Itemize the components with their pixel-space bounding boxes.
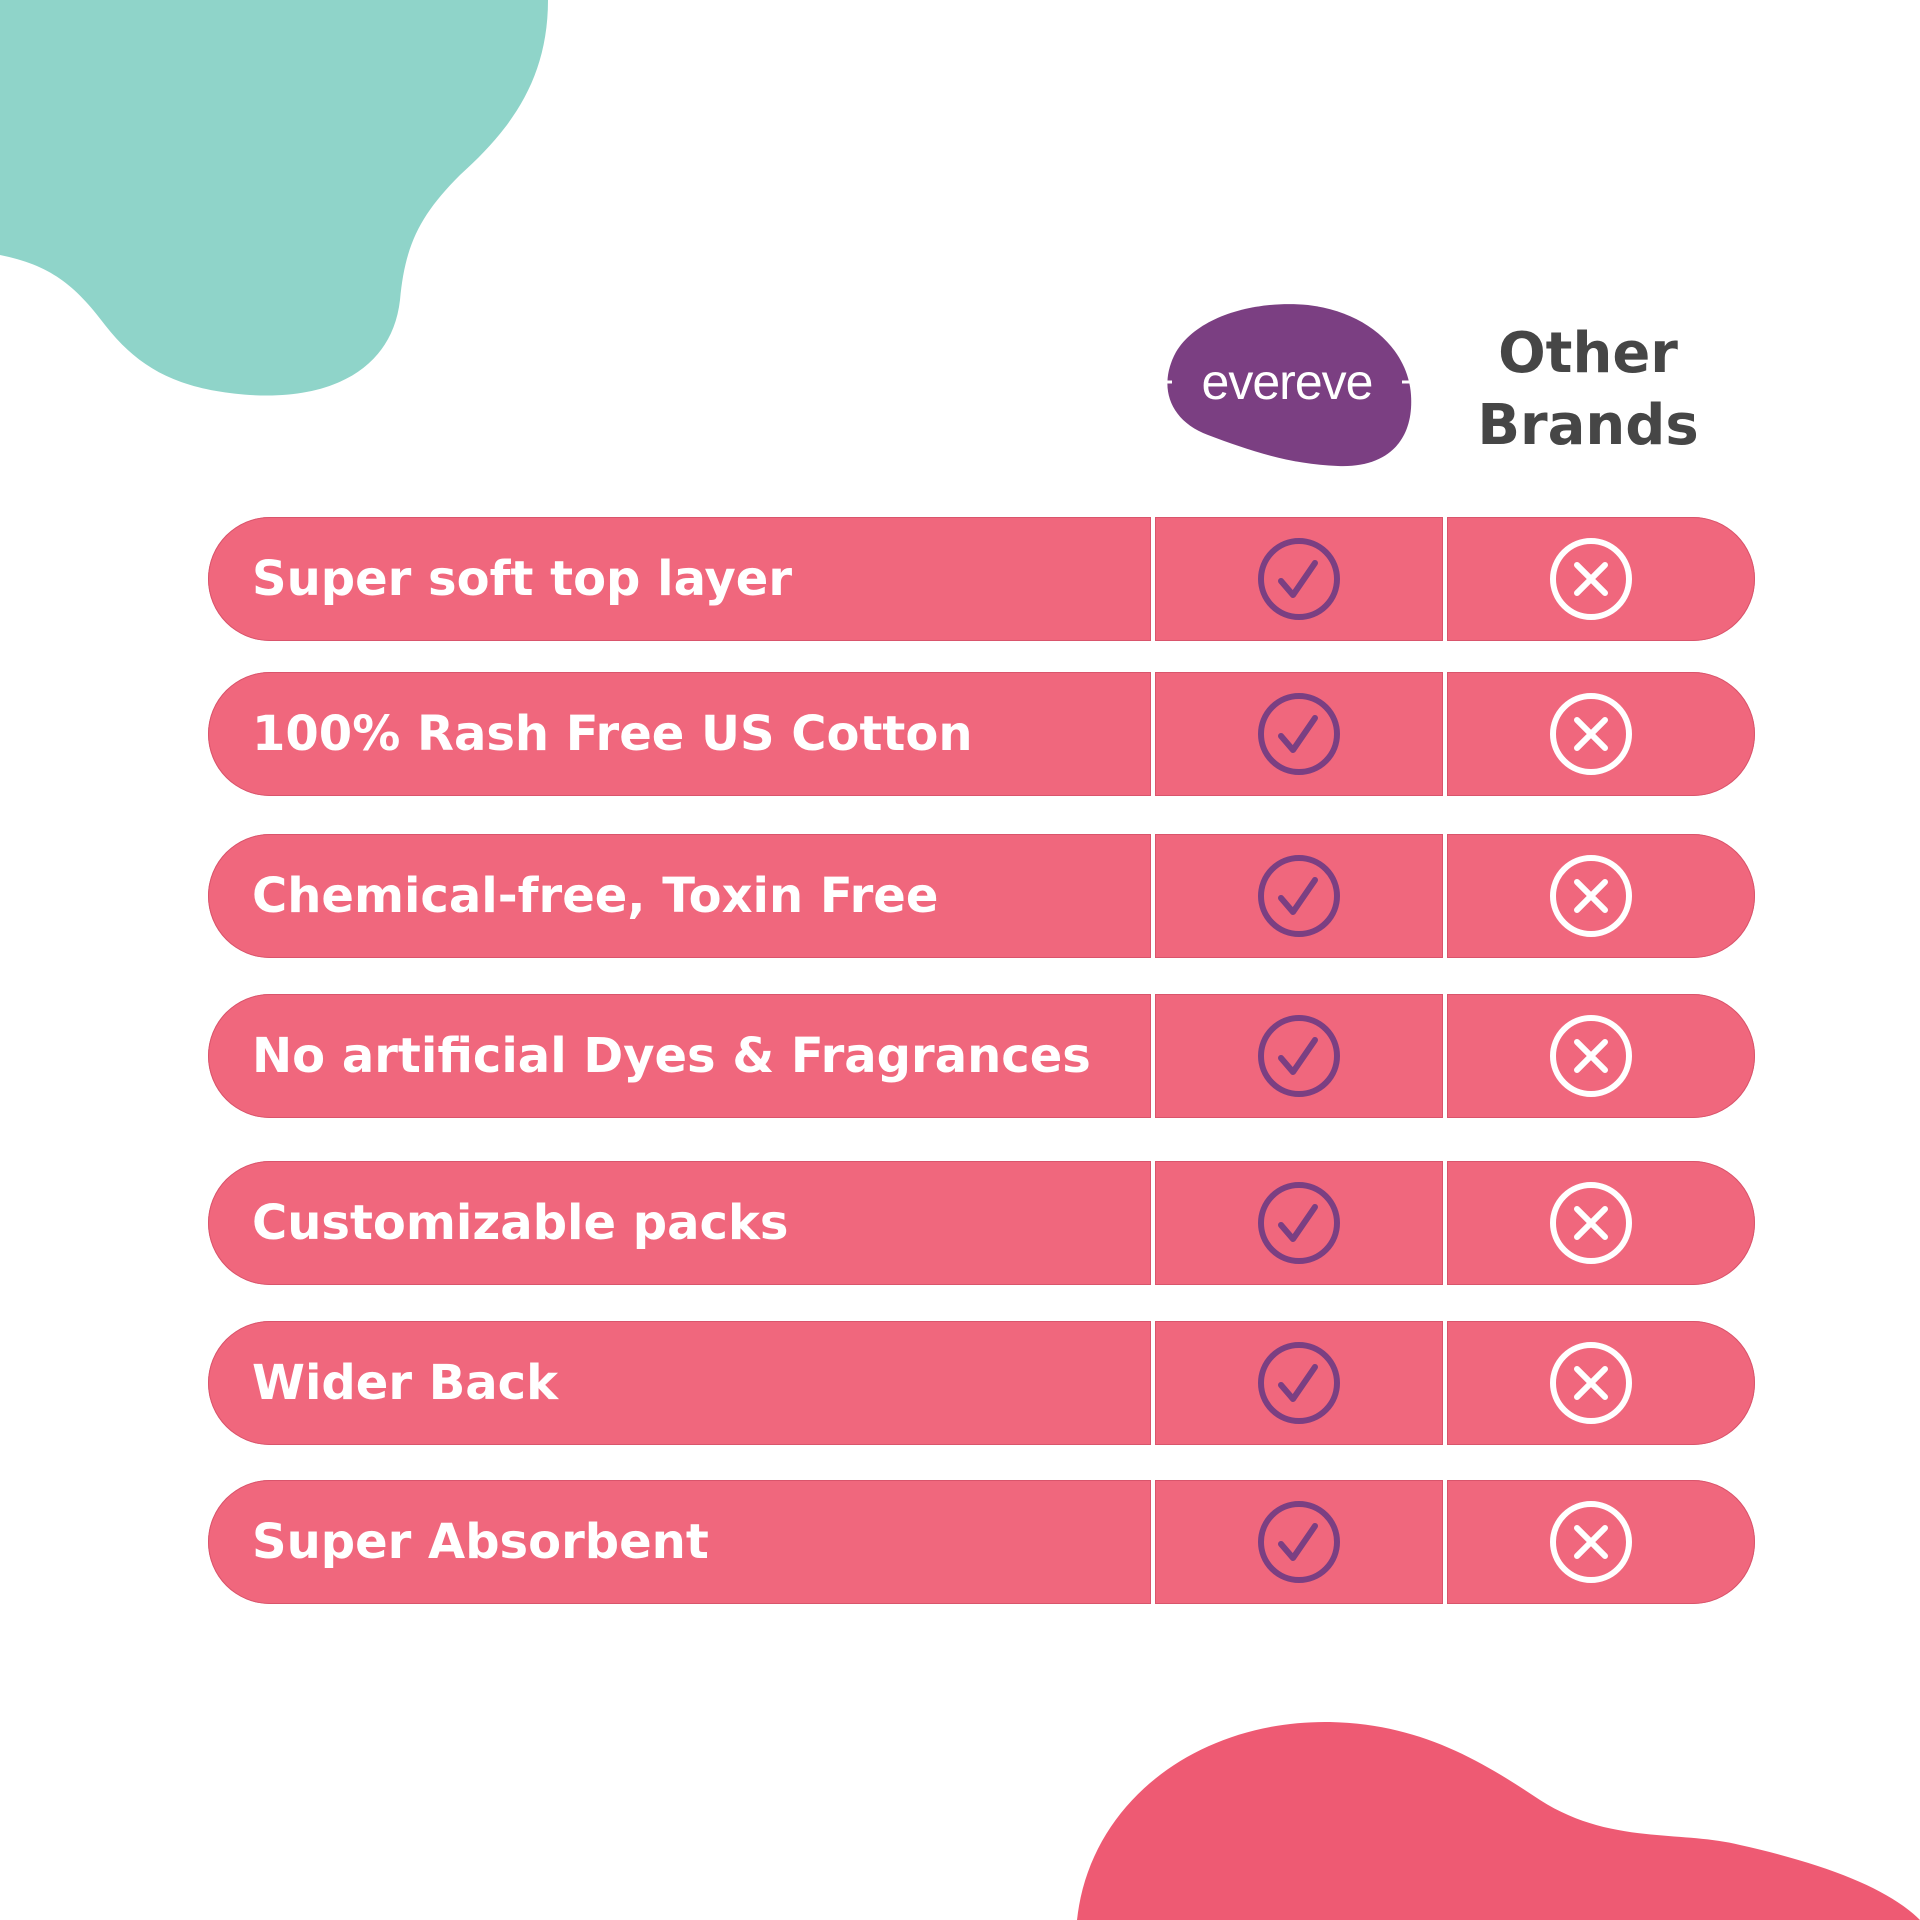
cross-icon	[1549, 1341, 1633, 1425]
feature-cell: No artificial Dyes & Fragrances	[208, 994, 1151, 1118]
feature-cell: Super Absorbent	[208, 1480, 1151, 1604]
feature-cell: Chemical-free, Toxin Free	[208, 834, 1151, 958]
other-brands-cell	[1447, 1161, 1755, 1285]
other-brands-line2: Brands	[1477, 393, 1699, 458]
cross-icon	[1549, 1181, 1633, 1265]
cross-icon	[1549, 854, 1633, 938]
comparison-row: Wider Back	[208, 1321, 1755, 1445]
check-icon	[1257, 1341, 1341, 1425]
other-brands-cell	[1447, 672, 1755, 796]
comparison-row: Super Absorbent	[208, 1480, 1755, 1604]
feature-label: Chemical-free, Toxin Free	[252, 868, 939, 924]
feature-label: Wider Back	[252, 1355, 559, 1411]
check-icon	[1257, 692, 1341, 776]
feature-cell: Super soft top layer	[208, 517, 1151, 641]
evereve-cell	[1155, 834, 1443, 958]
feature-cell: Wider Back	[208, 1321, 1151, 1445]
feature-label: No artificial Dyes & Fragrances	[252, 1028, 1091, 1084]
comparison-row: Super soft top layer	[208, 517, 1755, 641]
feature-label: Customizable packs	[252, 1195, 789, 1251]
evereve-cell	[1155, 1480, 1443, 1604]
evereve-cell	[1155, 672, 1443, 796]
check-icon	[1257, 1500, 1341, 1584]
other-brands-cell	[1447, 834, 1755, 958]
cross-icon	[1549, 537, 1633, 621]
cross-icon	[1549, 1014, 1633, 1098]
check-icon	[1257, 854, 1341, 938]
check-icon	[1257, 1014, 1341, 1098]
cross-icon	[1549, 1500, 1633, 1584]
other-brands-heading: Other Brands	[1440, 318, 1736, 462]
feature-label: 100% Rash Free US Cotton	[252, 706, 973, 762]
other-brands-cell	[1447, 1321, 1755, 1445]
cross-icon	[1549, 692, 1633, 776]
comparison-row: Chemical-free, Toxin Free	[208, 834, 1755, 958]
other-brands-cell	[1447, 517, 1755, 641]
evereve-cell	[1155, 1321, 1443, 1445]
evereve-cell	[1155, 994, 1443, 1118]
comparison-row: 100% Rash Free US Cotton	[208, 672, 1755, 796]
check-icon	[1257, 1181, 1341, 1265]
comparison-row: No artificial Dyes & Fragrances	[208, 994, 1755, 1118]
feature-label: Super Absorbent	[252, 1514, 709, 1570]
evereve-cell	[1155, 517, 1443, 641]
other-brands-cell	[1447, 1480, 1755, 1604]
check-icon	[1257, 537, 1341, 621]
evereve-logo-text: evereve	[1201, 354, 1374, 410]
feature-label: Super soft top layer	[252, 551, 792, 607]
feature-cell: 100% Rash Free US Cotton	[208, 672, 1151, 796]
feature-cell: Customizable packs	[208, 1161, 1151, 1285]
other-brands-line1: Other	[1498, 321, 1678, 386]
evereve-logo	[1158, 304, 1416, 467]
other-brands-cell	[1447, 994, 1755, 1118]
comparison-row: Customizable packs	[208, 1161, 1755, 1285]
evereve-cell	[1155, 1161, 1443, 1285]
